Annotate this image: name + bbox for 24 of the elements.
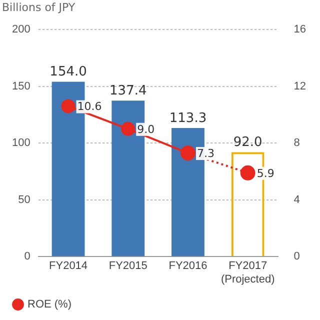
x-tick-label: FY2016 bbox=[168, 260, 208, 272]
y2-tick-label: 0 bbox=[294, 250, 300, 263]
y-tick-label: 50 bbox=[18, 194, 30, 206]
data-label: 9.0 bbox=[137, 122, 155, 136]
y2-tick-label: 4 bbox=[294, 194, 300, 206]
y2-tick-label: 12 bbox=[294, 80, 306, 92]
data-label: 10.6 bbox=[77, 100, 102, 114]
y2-tick-label: 8 bbox=[294, 137, 300, 150]
x-tick-label: FY2015 bbox=[108, 260, 148, 272]
data-label: 7.3 bbox=[196, 146, 214, 160]
data-label: 137.4 bbox=[110, 84, 147, 99]
y-tick-label: 150 bbox=[12, 80, 30, 92]
y-axis-title: Billions of JPY bbox=[2, 1, 76, 14]
y2-tick-label: 16 bbox=[294, 24, 306, 36]
y-tick-label: 0 bbox=[24, 250, 30, 263]
x-tick-label: FY2014 bbox=[49, 260, 88, 272]
y-tick-label: 200 bbox=[12, 24, 30, 36]
legend-label: ROE (%) bbox=[28, 298, 72, 311]
data-label: 5.9 bbox=[256, 166, 274, 180]
y-tick-label: 100 bbox=[12, 137, 30, 150]
x-tick-label: FY2017 (Projected) bbox=[220, 260, 275, 286]
data-label: 154.0 bbox=[50, 64, 87, 80]
data-label: 92.0 bbox=[233, 135, 262, 150]
data-label: 113.3 bbox=[169, 110, 207, 126]
